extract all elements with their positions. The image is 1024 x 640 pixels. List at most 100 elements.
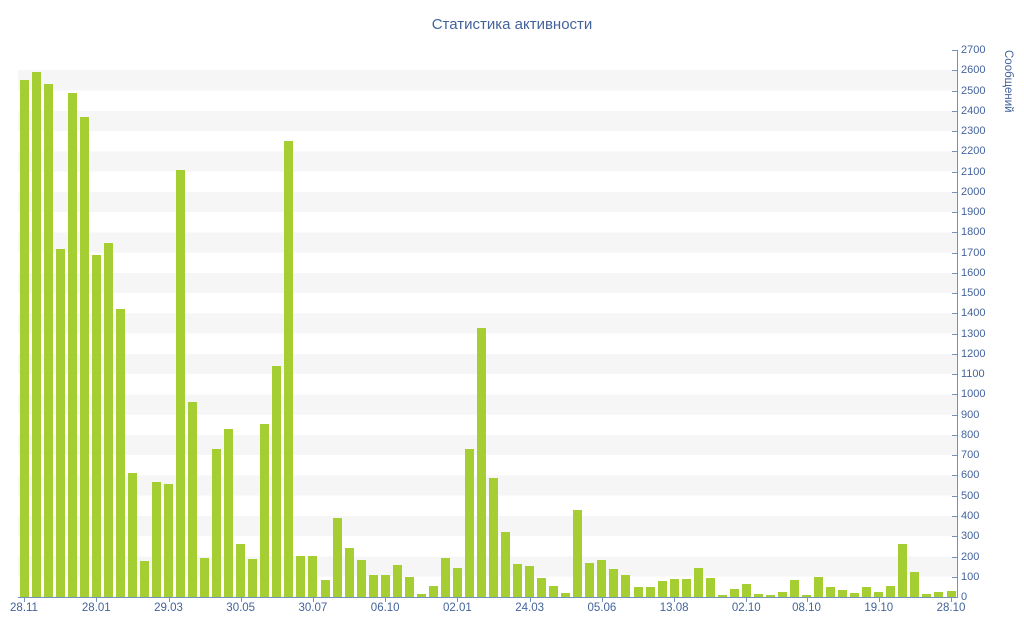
bar[interactable] bbox=[272, 366, 282, 597]
bar[interactable] bbox=[332, 518, 342, 597]
bar[interactable] bbox=[862, 586, 872, 597]
bar[interactable] bbox=[164, 483, 173, 597]
bar[interactable] bbox=[440, 557, 450, 597]
bar[interactable] bbox=[31, 72, 41, 597]
bar[interactable] bbox=[645, 586, 655, 597]
bar[interactable] bbox=[910, 571, 920, 597]
y-tick-label: 2300 bbox=[961, 125, 986, 137]
bar[interactable] bbox=[657, 580, 667, 597]
y-tick bbox=[952, 414, 957, 416]
x-tick-label: 28.11 bbox=[10, 602, 38, 614]
bar[interactable] bbox=[934, 591, 944, 597]
bar[interactable] bbox=[477, 327, 486, 597]
bar[interactable] bbox=[922, 594, 932, 597]
plot-area bbox=[18, 50, 957, 597]
y-tick-label: 400 bbox=[961, 510, 980, 522]
bar[interactable] bbox=[802, 595, 811, 597]
bar[interactable] bbox=[741, 583, 751, 597]
bar[interactable] bbox=[489, 477, 498, 597]
bar[interactable] bbox=[404, 576, 414, 597]
x-tick-label: 24.03 bbox=[515, 602, 544, 614]
bar[interactable] bbox=[308, 555, 318, 597]
bar[interactable] bbox=[729, 588, 739, 597]
y-tick bbox=[952, 495, 957, 497]
bar[interactable] bbox=[188, 401, 198, 597]
y-tick-label: 1000 bbox=[961, 388, 986, 401]
bar[interactable] bbox=[609, 568, 619, 597]
bar[interactable] bbox=[380, 574, 390, 597]
x-tick bbox=[24, 598, 25, 602]
x-tick-label: 08.10 bbox=[792, 602, 821, 614]
bar[interactable] bbox=[224, 428, 234, 597]
bar[interactable] bbox=[115, 309, 125, 597]
bar[interactable] bbox=[79, 116, 89, 597]
bar[interactable] bbox=[790, 579, 799, 597]
bar[interactable] bbox=[320, 579, 330, 597]
bar[interactable] bbox=[67, 92, 77, 597]
bar[interactable] bbox=[681, 578, 691, 597]
x-tick bbox=[168, 598, 170, 602]
bar[interactable] bbox=[464, 449, 474, 597]
bar[interactable] bbox=[103, 242, 113, 597]
bar[interactable] bbox=[814, 576, 824, 597]
bar[interactable] bbox=[344, 548, 354, 597]
bar[interactable] bbox=[151, 481, 161, 597]
bar[interactable] bbox=[139, 560, 149, 597]
x-tick bbox=[457, 598, 459, 602]
x-tick-label: 06.10 bbox=[370, 602, 400, 614]
y-tick bbox=[952, 70, 957, 72]
y-tick bbox=[952, 272, 957, 274]
bar[interactable] bbox=[777, 591, 787, 597]
bar[interactable] bbox=[43, 84, 53, 597]
bar[interactable] bbox=[693, 567, 703, 597]
bar[interactable] bbox=[248, 558, 258, 597]
bar[interactable] bbox=[428, 585, 438, 597]
x-tick-label: 02.01 bbox=[443, 602, 472, 614]
bar[interactable] bbox=[850, 592, 860, 597]
bar[interactable] bbox=[946, 590, 956, 597]
bar[interactable] bbox=[368, 574, 378, 597]
bar[interactable] bbox=[176, 169, 185, 597]
y-tick bbox=[952, 313, 957, 315]
bar[interactable] bbox=[765, 595, 775, 597]
y-tick-label: 1700 bbox=[961, 246, 986, 259]
bar[interactable] bbox=[621, 574, 631, 597]
bar[interactable] bbox=[501, 532, 511, 597]
y-tick bbox=[952, 191, 957, 193]
bar[interactable] bbox=[597, 559, 607, 597]
x-tick-label: 30.05 bbox=[226, 602, 256, 614]
bar[interactable] bbox=[91, 254, 101, 597]
y-tick bbox=[952, 110, 957, 112]
bar[interactable] bbox=[525, 565, 535, 597]
bar[interactable] bbox=[898, 544, 908, 597]
bar[interactable] bbox=[633, 586, 643, 597]
bar[interactable] bbox=[669, 578, 679, 597]
bar[interactable] bbox=[753, 594, 763, 597]
bar[interactable] bbox=[416, 594, 426, 597]
bar[interactable] bbox=[573, 509, 583, 597]
bar[interactable] bbox=[452, 567, 462, 597]
bar[interactable] bbox=[284, 141, 294, 597]
bar[interactable] bbox=[513, 563, 523, 597]
bar[interactable] bbox=[717, 595, 727, 597]
bar[interactable] bbox=[356, 559, 366, 597]
bar[interactable] bbox=[260, 423, 270, 597]
bar[interactable] bbox=[200, 557, 210, 597]
bar[interactable] bbox=[55, 248, 65, 597]
bar[interactable] bbox=[874, 591, 884, 597]
bar[interactable] bbox=[705, 577, 715, 597]
bar[interactable] bbox=[838, 589, 848, 597]
bar[interactable] bbox=[19, 80, 29, 597]
bar[interactable] bbox=[296, 555, 306, 597]
bar[interactable] bbox=[886, 585, 896, 597]
bar[interactable] bbox=[392, 564, 402, 597]
bar[interactable] bbox=[549, 585, 559, 597]
x-tick-label: 29.03 bbox=[154, 602, 183, 614]
bar[interactable] bbox=[236, 544, 246, 597]
bar[interactable] bbox=[212, 449, 222, 597]
bar[interactable] bbox=[561, 592, 571, 597]
bar[interactable] bbox=[826, 586, 836, 597]
bar[interactable] bbox=[127, 473, 137, 597]
bar[interactable] bbox=[585, 562, 595, 597]
bar[interactable] bbox=[537, 577, 547, 597]
